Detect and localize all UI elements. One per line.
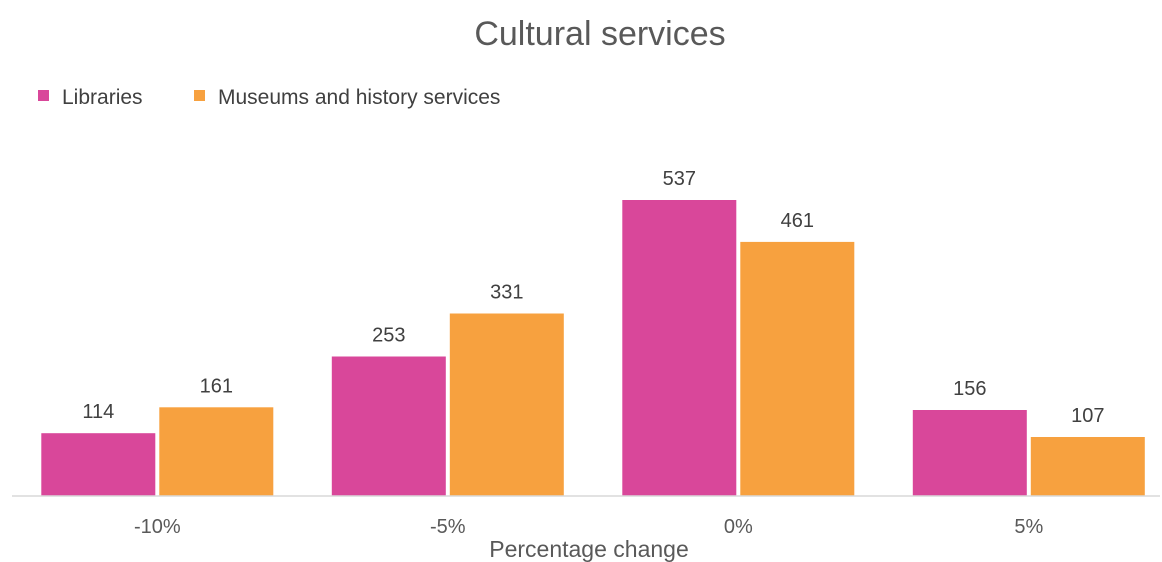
x-tick-label-1: -5% — [430, 516, 466, 538]
data-label-museums-and-history-services-0: 161 — [200, 375, 233, 397]
legend-swatch-museums — [194, 90, 205, 101]
bar-museums-and-history-services-0 — [159, 407, 274, 496]
chart-title: Cultural services — [474, 15, 725, 53]
data-label-museums-and-history-services-2: 461 — [781, 210, 814, 232]
legend: Libraries Museums and history services — [38, 86, 500, 109]
legend-label-museums: Museums and history services — [218, 86, 500, 109]
data-label-museums-and-history-services-3: 107 — [1071, 405, 1104, 427]
legend-swatch-libraries — [38, 90, 49, 101]
bar-libraries-3 — [912, 410, 1027, 496]
bar-libraries-2 — [622, 200, 737, 496]
data-label-libraries-3: 156 — [953, 378, 986, 400]
bar-libraries-1 — [331, 356, 446, 496]
data-label-museums-and-history-services-1: 331 — [490, 282, 523, 304]
data-labels: 114 161 253 331 537 461 156 107 — [82, 168, 1104, 427]
legend-label-libraries: Libraries — [62, 86, 143, 109]
bar-museums-and-history-services-2 — [740, 241, 855, 496]
data-label-libraries-1: 253 — [372, 325, 405, 347]
bar-museums-and-history-services-1 — [449, 313, 564, 496]
data-label-libraries-0: 114 — [82, 401, 114, 423]
x-tick-labels: -10% -5% 0% 5% — [134, 516, 1044, 538]
bar-libraries-0 — [41, 433, 156, 496]
x-axis-title: Percentage change — [489, 536, 689, 562]
data-label-libraries-2: 537 — [663, 168, 696, 190]
x-tick-label-0: -10% — [134, 516, 181, 538]
bars — [41, 200, 1145, 496]
x-tick-label-2: 0% — [724, 516, 753, 538]
bar-museums-and-history-services-3 — [1030, 437, 1145, 496]
x-tick-label-3: 5% — [1014, 516, 1043, 538]
